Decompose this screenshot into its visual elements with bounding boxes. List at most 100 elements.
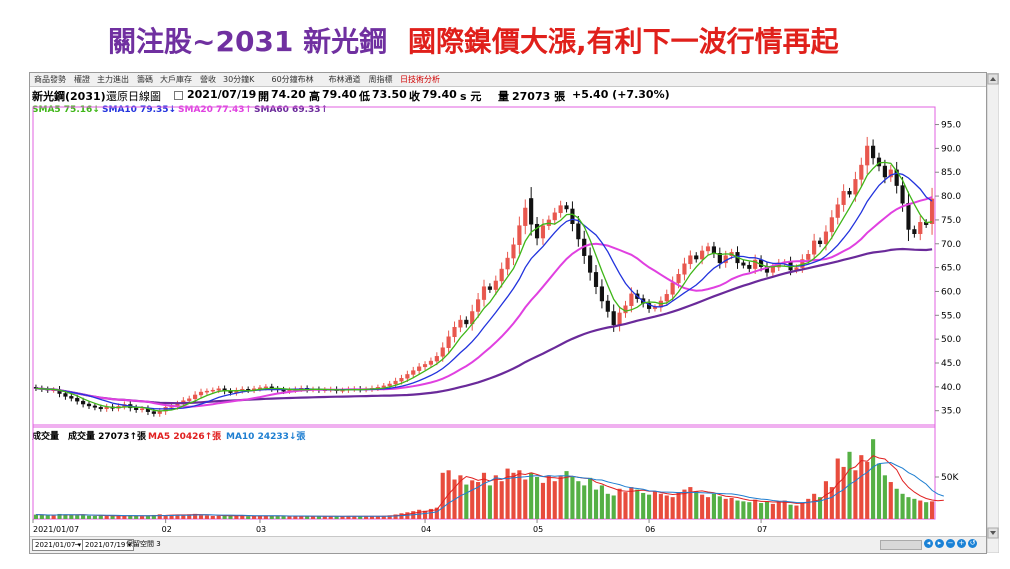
volume-bar	[764, 501, 770, 519]
candle-body	[517, 225, 522, 245]
candle-body	[393, 380, 398, 385]
candle-body	[859, 164, 864, 180]
volume-bar	[641, 492, 646, 519]
volume-bar	[228, 515, 233, 519]
volume-bar	[422, 510, 428, 519]
keep-space-control[interactable]: 保留空間 3	[124, 539, 163, 549]
volume-bar	[924, 502, 929, 519]
volume-bar	[387, 515, 392, 519]
vertical-scrollbar[interactable]	[987, 73, 999, 553]
volume-bar	[316, 516, 321, 519]
volume-bar	[829, 487, 834, 519]
tab-item[interactable]: 營收	[200, 75, 216, 84]
volume-bar	[729, 498, 734, 519]
candle-body	[151, 411, 156, 414]
volume-bar	[222, 515, 227, 519]
candle-body	[487, 286, 492, 290]
volume-bar	[257, 515, 263, 519]
candle-body	[664, 294, 669, 302]
tab-item[interactable]: 周指標	[368, 75, 393, 84]
volume-bar	[888, 482, 893, 519]
mode-checkbox[interactable]	[174, 91, 183, 100]
volume-bar	[487, 485, 492, 519]
candle-body	[829, 217, 834, 233]
volume-bar	[375, 516, 380, 519]
volume-bar	[711, 493, 716, 519]
volume-bar	[546, 475, 551, 519]
volume-bar	[116, 516, 121, 519]
tab-item[interactable]: 籌碼	[137, 75, 153, 84]
volume-bar	[841, 466, 846, 519]
volume-bar	[275, 516, 280, 519]
volume-bar	[493, 475, 498, 519]
volume-bar	[523, 479, 528, 519]
candle-body	[841, 191, 846, 205]
tab-item[interactable]: 大戶庫存	[160, 75, 192, 84]
candle-body	[688, 255, 693, 265]
volume-bar	[694, 491, 699, 519]
volume-bar	[812, 493, 817, 519]
candle-body	[98, 407, 103, 410]
volume-bar	[593, 489, 599, 519]
tab-item[interactable]: 商品發勢	[34, 75, 66, 84]
sma10-line	[35, 172, 933, 410]
tab-item[interactable]: 權證	[74, 75, 90, 84]
volume-bar	[823, 481, 828, 519]
sma5-legend: SMA5 75.16↓	[32, 105, 100, 115]
volume-bar	[45, 515, 50, 519]
volume-bar	[912, 498, 917, 519]
candle-body	[139, 408, 145, 411]
volume-bar	[918, 500, 923, 519]
candle-body	[611, 311, 616, 326]
horizontal-scrollbar[interactable]	[880, 540, 922, 550]
volume-bar	[658, 493, 663, 519]
volume-bar	[652, 491, 658, 519]
candle-body	[823, 231, 829, 245]
candle-body	[505, 257, 510, 270]
volume-bar	[310, 516, 316, 519]
start-date-value: 2021/01/07	[35, 541, 76, 549]
candle-body	[682, 263, 687, 275]
candle-body	[605, 300, 610, 312]
candle-body	[753, 259, 758, 269]
y-tick-label: 80.0	[941, 192, 961, 202]
candle-body	[599, 286, 604, 302]
volume-bar	[741, 501, 746, 519]
start-date-select[interactable]: 2021/01/07 ▾	[32, 539, 85, 551]
candle-body	[481, 286, 487, 300]
zoom-out-icon[interactable]: −	[946, 539, 955, 548]
tab-item[interactable]: 30分鐘K	[223, 75, 255, 84]
candle-body	[871, 145, 876, 159]
zoom-in-icon[interactable]: +	[957, 539, 966, 548]
volume-bar	[163, 515, 168, 519]
reset-icon[interactable]: ↺	[968, 539, 977, 548]
sma10-legend: SMA10 79.35↓	[102, 105, 177, 115]
volume-bar	[906, 497, 911, 519]
volume-ma10-line	[35, 461, 944, 517]
candle-body	[75, 398, 80, 402]
end-date-select[interactable]: 2021/07/19 ▾	[82, 539, 135, 551]
volume-bar	[92, 515, 97, 519]
candle-body	[216, 388, 221, 391]
volume-bar	[688, 487, 693, 519]
tab-item[interactable]: 60分鐘布林	[271, 75, 314, 84]
tab-item[interactable]: 主力進出	[97, 75, 129, 84]
volume-bar	[782, 500, 787, 519]
candle-body	[711, 246, 716, 254]
candle-body	[564, 205, 569, 210]
scroll-right-icon[interactable]: ▸	[935, 539, 944, 548]
chart-mode: 還原日線圖	[106, 90, 161, 103]
tab-item[interactable]: 日技術分析	[400, 75, 440, 84]
volume-bar	[570, 477, 575, 519]
scroll-left-icon[interactable]: ◂	[924, 539, 933, 548]
tab-item[interactable]: 布林通道	[328, 75, 361, 84]
volume-bar	[57, 513, 62, 519]
candle-body	[876, 157, 882, 167]
candle-body	[576, 223, 581, 240]
candle-body	[81, 400, 86, 405]
volume-bar	[464, 484, 469, 519]
volume-bar	[110, 516, 115, 519]
candle-body	[694, 255, 699, 260]
candle-body	[853, 179, 858, 195]
volume-bar	[39, 514, 44, 519]
